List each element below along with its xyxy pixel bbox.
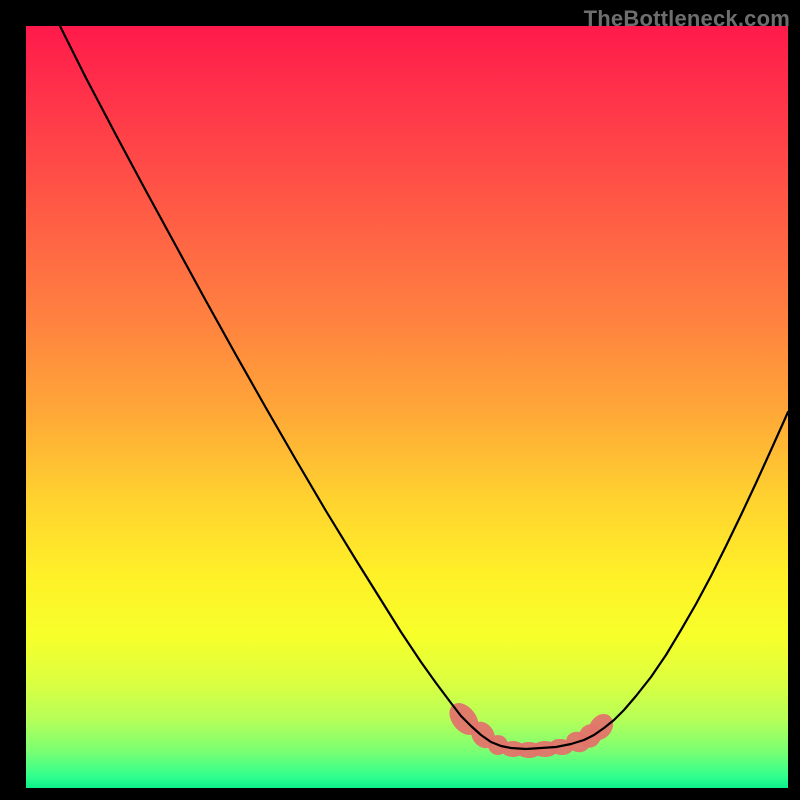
- plot-area: [26, 26, 788, 788]
- curve-line: [60, 26, 788, 749]
- watermark-text: TheBottleneck.com: [584, 6, 790, 32]
- chart-frame: TheBottleneck.com: [0, 0, 800, 800]
- bottleneck-curve: [26, 26, 788, 788]
